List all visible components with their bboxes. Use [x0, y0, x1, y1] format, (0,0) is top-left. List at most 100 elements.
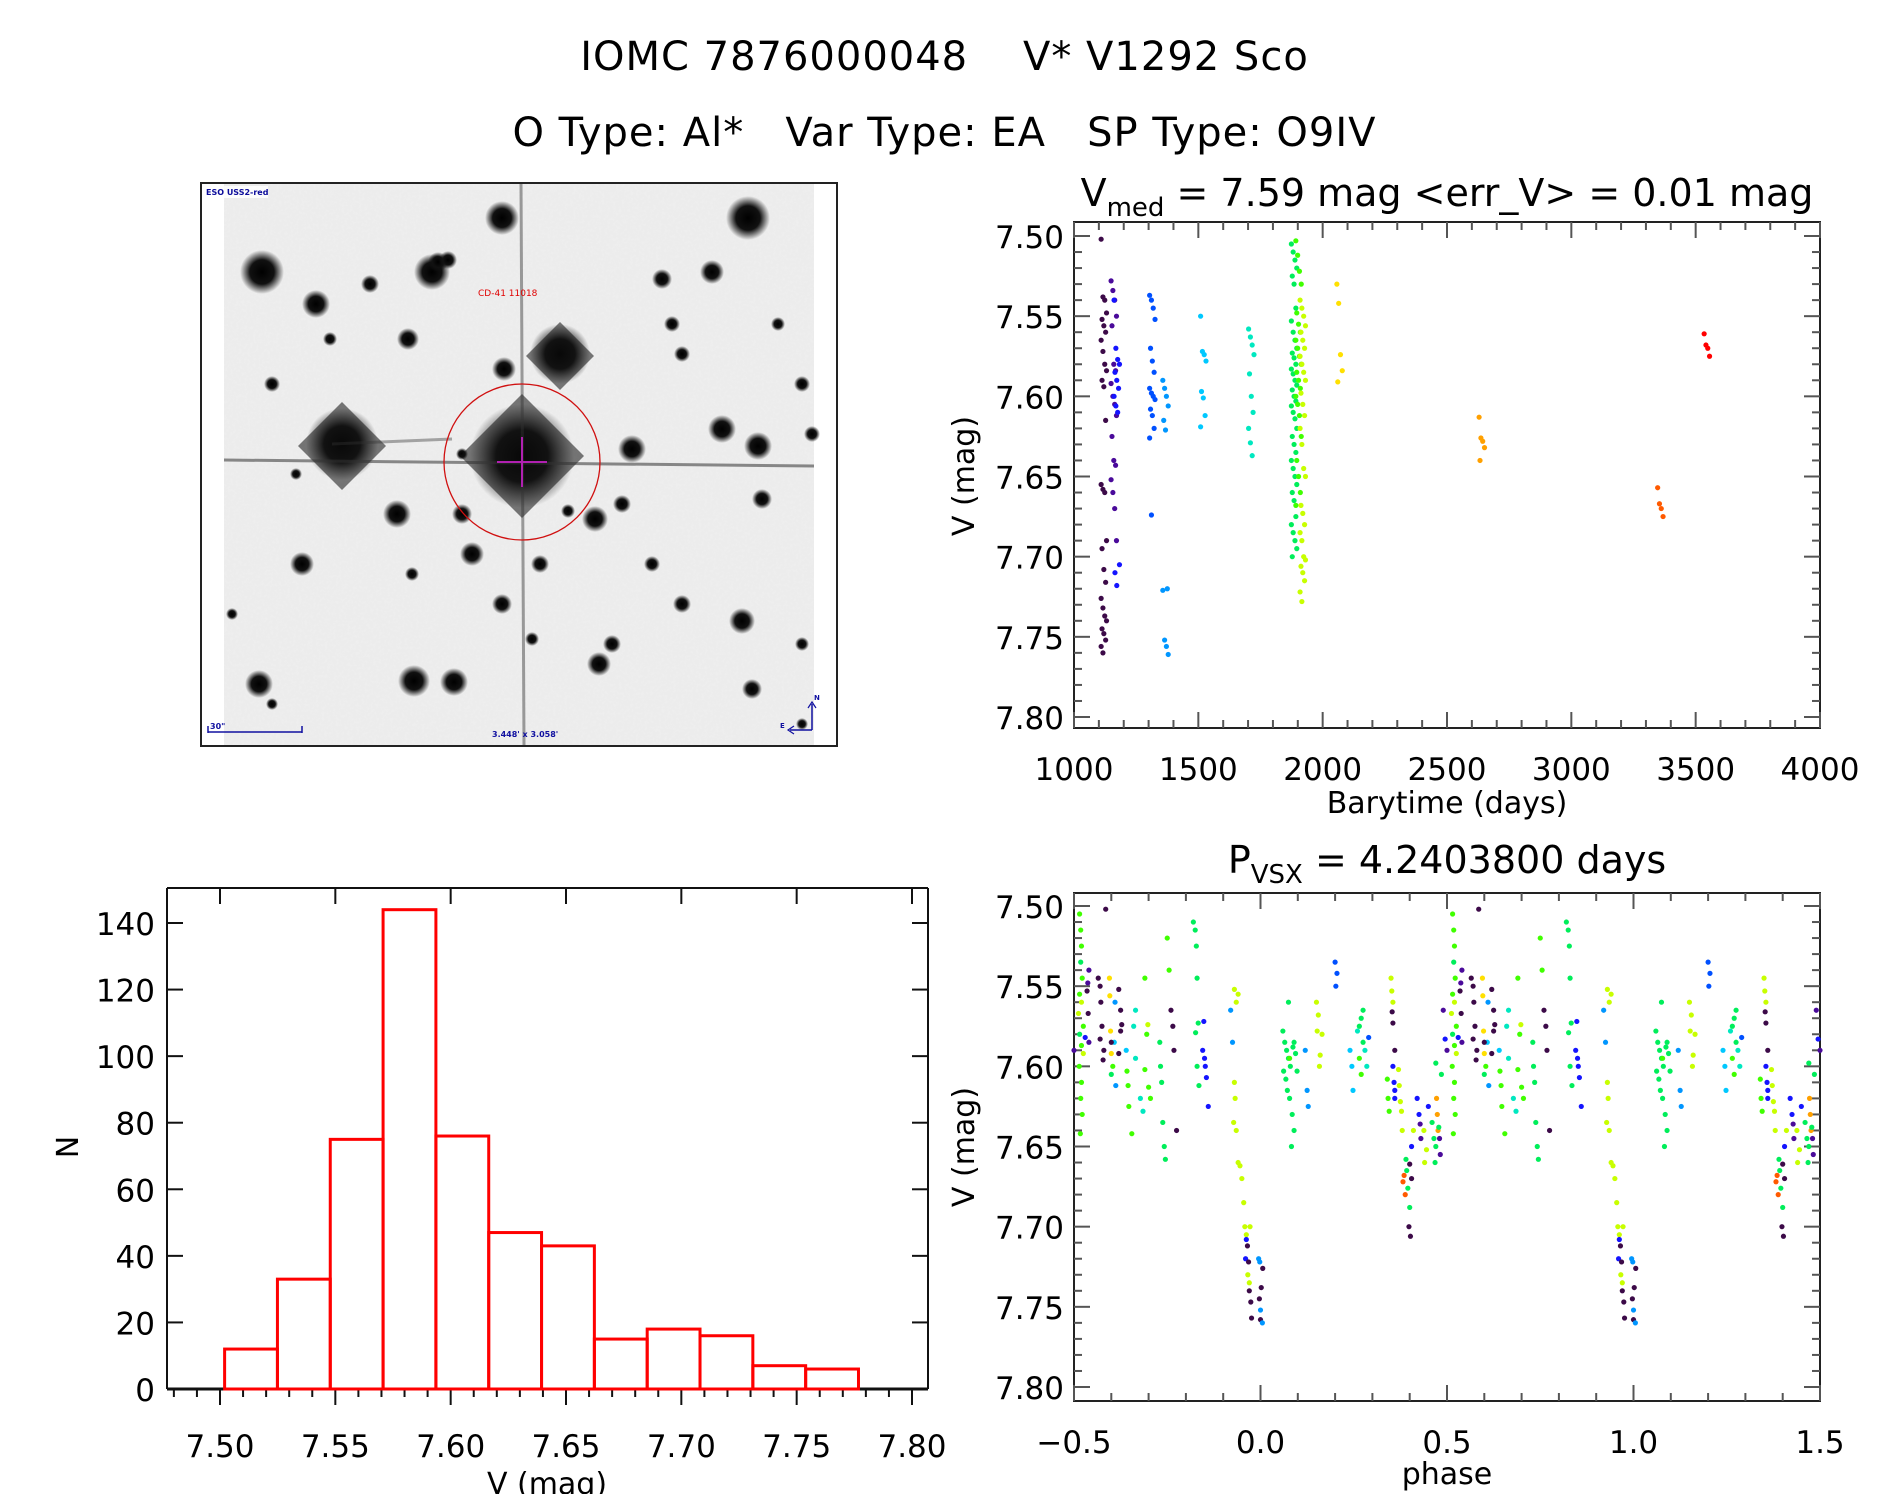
phased-point	[1769, 1082, 1775, 1089]
lightcurve-point	[1110, 393, 1116, 399]
phased-point	[1194, 975, 1200, 981]
phased-point	[1615, 1256, 1622, 1262]
histogram-bar	[275, 1277, 332, 1391]
phased-point	[1518, 1022, 1524, 1028]
lightcurve-point	[1147, 345, 1154, 351]
phased-point	[1771, 1108, 1778, 1114]
histogram-ytick-label: 60	[116, 1173, 155, 1209]
phased-point	[1392, 1087, 1398, 1093]
lightcurve-point	[1289, 489, 1295, 496]
phased-point	[1436, 1124, 1442, 1130]
finder-chart-svg: CD-41 11018 ESO USS2-red 30" 3.448' x 3.…	[204, 184, 820, 745]
phased-point	[1481, 1071, 1487, 1077]
lightcurve-point	[1294, 481, 1300, 488]
lightcurve-point	[1102, 361, 1108, 367]
histogram-xtick-label: 7.70	[647, 1429, 716, 1465]
phased-point	[1257, 1317, 1264, 1323]
lightcurve-point	[1294, 265, 1300, 271]
lightcurve-point	[1198, 388, 1205, 395]
phased-point	[1790, 1121, 1796, 1127]
star	[582, 506, 608, 532]
phased-point	[1173, 1127, 1180, 1134]
star	[226, 608, 238, 620]
phased-point	[1764, 1079, 1770, 1085]
lightcurve-point	[1299, 361, 1305, 367]
lightcurve-point	[1290, 249, 1296, 255]
phased-point	[1706, 983, 1712, 989]
lightcurve-point	[1290, 530, 1296, 536]
phased-point	[1284, 1087, 1290, 1093]
phased-point	[1452, 1111, 1458, 1118]
phased-point	[1349, 1063, 1355, 1069]
star	[361, 275, 379, 293]
star	[603, 635, 621, 653]
phased-point	[1237, 1163, 1243, 1169]
lightcurve-point	[1299, 441, 1305, 448]
star	[492, 357, 516, 381]
star	[796, 718, 808, 730]
phased-point	[1472, 1023, 1478, 1029]
phased-point	[1486, 1082, 1492, 1089]
lightcurve-point	[1302, 473, 1309, 480]
phased-point	[1574, 1018, 1580, 1025]
phased-point	[1292, 1050, 1299, 1057]
histogram-bar	[540, 1244, 596, 1391]
lightcurve-ylabel: V (mag)	[947, 416, 982, 536]
lightcurve-xtick-label: 3000	[1532, 752, 1611, 788]
phased-point	[1479, 975, 1486, 981]
lightcurve-point	[1300, 570, 1306, 576]
lightcurve-point	[1112, 401, 1118, 407]
phased-ytick-label: 7.65	[995, 1131, 1064, 1167]
phased-point	[1354, 1028, 1361, 1034]
lightcurve-point	[1296, 268, 1303, 274]
phased-point	[1515, 975, 1521, 981]
lightcurve-point	[1148, 512, 1155, 518]
lightcurve-point	[1289, 273, 1295, 279]
saturated-star	[298, 402, 386, 490]
lightcurve-point	[1160, 377, 1166, 383]
lightcurve-point	[1100, 650, 1106, 656]
lightcurve-xtick-label: 2500	[1408, 752, 1487, 788]
phased-point	[1396, 1082, 1402, 1089]
lightcurve-point	[1112, 462, 1119, 468]
lightcurve-point	[1113, 538, 1120, 544]
phased-point	[1095, 975, 1101, 981]
phased-point	[1386, 1108, 1392, 1114]
phased-point	[1195, 1020, 1201, 1026]
phased-point	[1140, 1108, 1146, 1114]
star	[398, 665, 430, 697]
lightcurve-ytick-label: 7.55	[995, 300, 1064, 336]
star	[708, 415, 736, 443]
phased-point	[1492, 1022, 1498, 1028]
phased-point	[1471, 999, 1477, 1005]
phased-point	[1358, 1015, 1364, 1021]
phased-point	[1360, 1039, 1366, 1045]
phased-point	[1145, 1022, 1151, 1028]
phased-point	[1438, 1071, 1445, 1077]
lightcurve-point	[1294, 310, 1300, 316]
phased-xlabel: phase	[1402, 1457, 1493, 1492]
phased-point	[1780, 1161, 1786, 1167]
phased-point	[1228, 1007, 1234, 1013]
lightcurve-point	[1295, 252, 1301, 258]
phased-point	[1071, 1047, 1077, 1053]
phased-point	[1484, 1039, 1490, 1045]
lightcurve-point	[1290, 329, 1296, 335]
lightcurve-point	[1112, 369, 1118, 375]
star-type-subtitle: O Type: Al* Var Type: EA SP Type: O9IV	[512, 110, 1377, 156]
lightcurve-point	[1291, 281, 1297, 287]
phased-point	[1405, 1185, 1411, 1191]
phased-point	[1565, 1030, 1572, 1036]
phased-point	[1315, 1012, 1321, 1018]
phased-point	[1573, 1047, 1579, 1053]
phased-point	[1533, 1119, 1539, 1126]
lightcurve-point	[1249, 342, 1255, 348]
phased-point	[1399, 1127, 1405, 1134]
phased-point	[1144, 1031, 1150, 1037]
phased-point	[1496, 1047, 1502, 1053]
phased-point	[1451, 943, 1458, 949]
lightcurve-point	[1110, 287, 1116, 294]
phased-point	[1245, 1259, 1252, 1265]
star	[744, 432, 772, 460]
star	[405, 567, 419, 581]
